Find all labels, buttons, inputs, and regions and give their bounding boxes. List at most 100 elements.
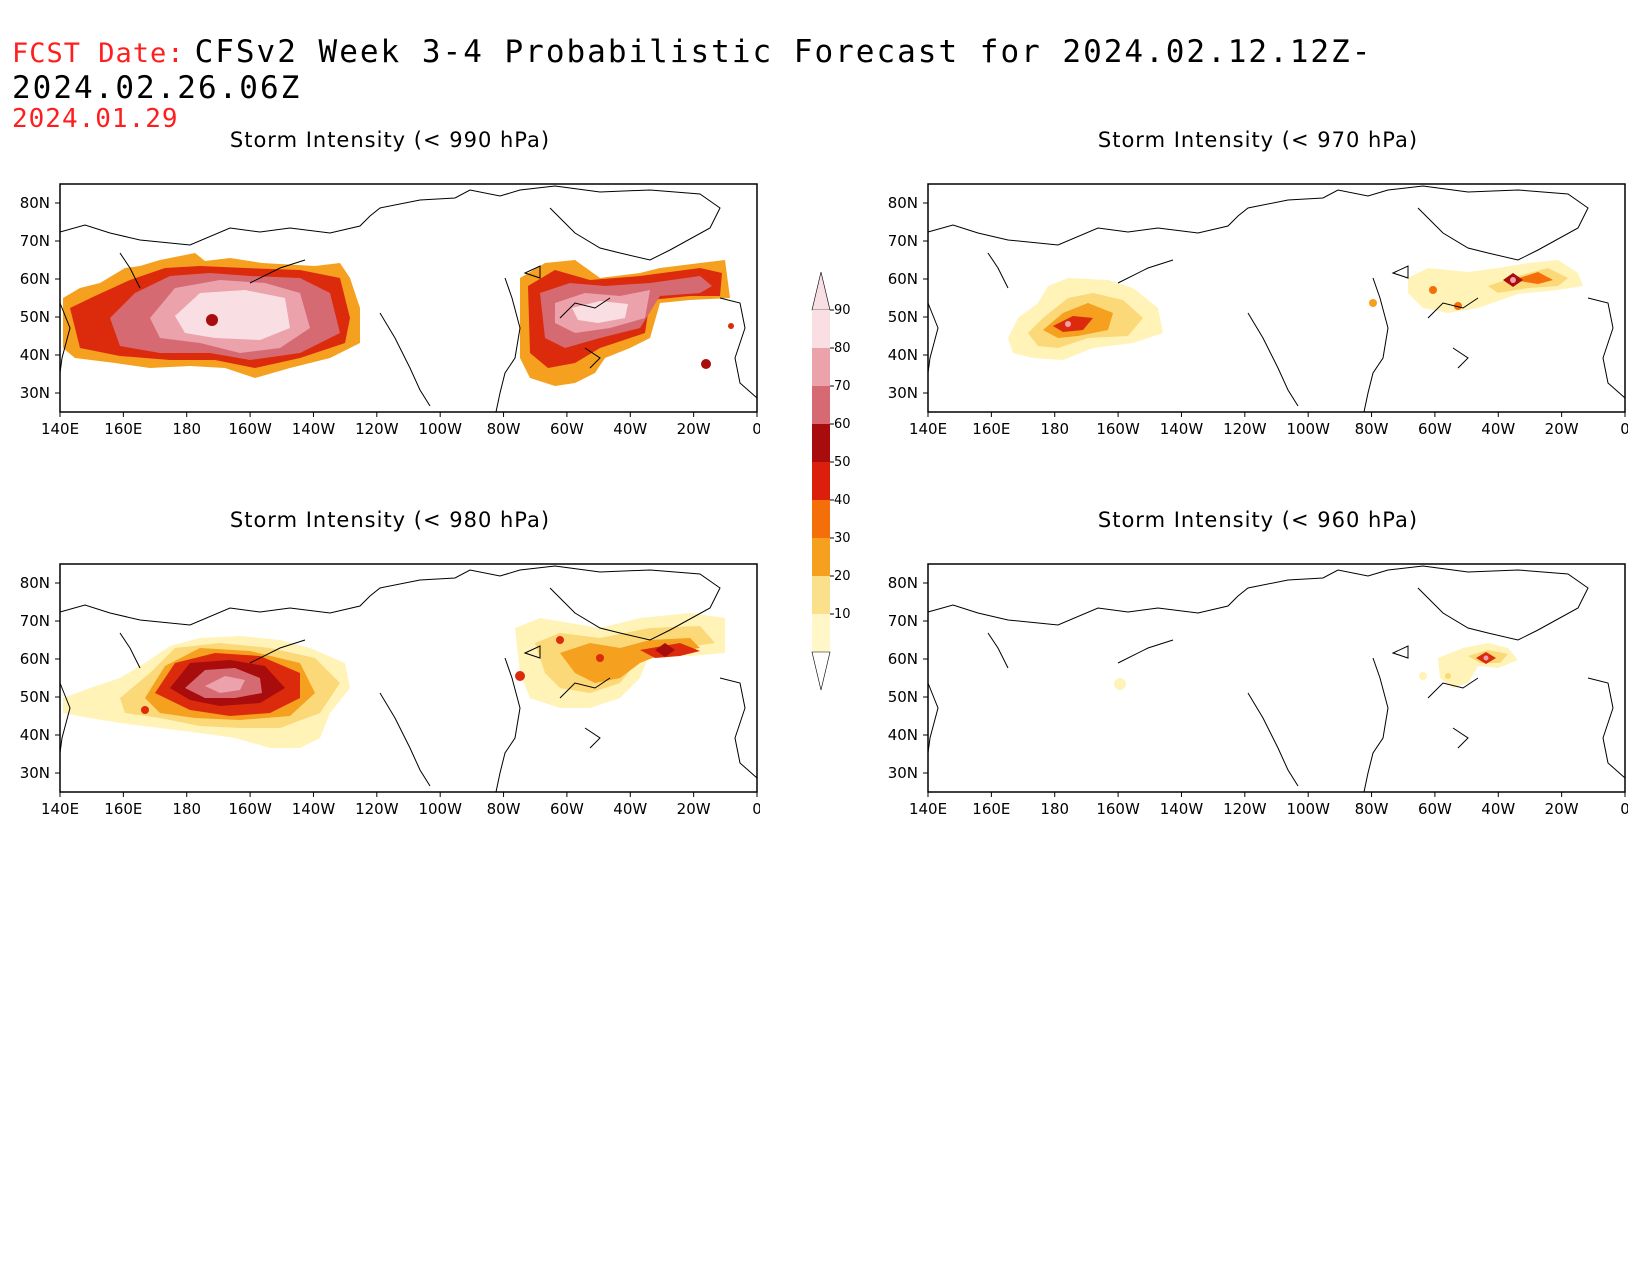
lon-tick-label: 40W	[613, 800, 647, 818]
colorbar-label: 20	[834, 569, 851, 584]
lat-axis-labels: 80N 70N 60N 50N 40N 30N	[888, 574, 928, 782]
lon-tick-label: 180	[172, 420, 201, 438]
panel-990hpa: Storm Intensity (< 990 hPa) 80N 70N 60N 50N…	[0, 128, 760, 438]
colorbar-label: 40	[834, 493, 851, 508]
coastlines	[59, 565, 758, 793]
lat-tick-label: 60N	[888, 650, 918, 668]
lat-tick-label: 80N	[888, 574, 918, 592]
colorbar-swatch	[812, 348, 830, 386]
panel-980hpa: Storm Intensity (< 980 hPa) 80N 70N 60N 50N…	[0, 508, 760, 818]
panel-title: Storm Intensity (< 990 hPa)	[229, 128, 551, 152]
lon-tick-label: 80W	[1355, 420, 1389, 438]
lon-tick-label: 40W	[1481, 800, 1515, 818]
lon-tick-label: 160E	[104, 420, 142, 438]
probability-fill	[63, 613, 725, 748]
lon-tick-label: 60W	[1418, 800, 1452, 818]
lat-axis-labels: 80N 70N 60N 50N 40N 30N	[20, 194, 60, 402]
colorbar-top-arrow	[811, 272, 831, 311]
probability-fill	[1008, 260, 1583, 360]
colorbar-label: 30	[834, 531, 851, 546]
lon-tick-label: 140W	[1160, 800, 1204, 818]
lat-tick-label: 40N	[20, 346, 50, 364]
lon-tick-label: 160W	[228, 420, 272, 438]
lon-tick-label: 120W	[355, 420, 399, 438]
coastlines	[927, 565, 1626, 793]
colorbar-label: 50	[834, 455, 851, 470]
lat-tick-label: 40N	[888, 346, 918, 364]
lon-tick-label: 140W	[292, 800, 336, 818]
lon-tick-label: 160W	[1096, 420, 1140, 438]
lat-axis-labels: 80N 70N 60N 50N 40N 30N	[20, 574, 60, 782]
lat-tick-label: 30N	[888, 764, 918, 782]
lon-axis-labels: 140E 160E 180 160W 140W 120W 100W 80W 60W 40W 20W 0	[909, 792, 1628, 818]
lon-tick-label: 160E	[104, 800, 142, 818]
colorbar-swatch	[812, 614, 830, 652]
lon-tick-label: 0	[1620, 420, 1628, 438]
lat-tick-label: 30N	[20, 764, 50, 782]
colorbar-swatch	[812, 462, 830, 500]
map-980hpa: 80N 70N 60N 50N 40N 30N	[20, 563, 760, 818]
lat-tick-label: 60N	[20, 270, 50, 288]
panel-title: Storm Intensity (< 960 hPa)	[1097, 508, 1419, 532]
lat-axis-labels: 80N 70N 60N 50N 40N 30N	[888, 194, 928, 402]
map-960hpa: 80N 70N 60N 50N 40N 30N 140E 160E 180 160W 140W 12…	[888, 563, 1628, 818]
lon-tick-label: 140W	[292, 420, 336, 438]
colorbar-label: 10	[834, 607, 851, 622]
colorbar-swatch	[812, 500, 830, 538]
colorbar-labels: 90 80 70 60 50 40 30 20 10	[830, 303, 851, 622]
probability-fill	[63, 253, 734, 386]
panel-960hpa: Storm Intensity (< 960 hPa) 80N 70N 60N 50N…	[868, 508, 1628, 818]
lat-tick-label: 70N	[20, 232, 50, 250]
lon-tick-label: 180	[172, 800, 201, 818]
map-frame	[59, 563, 758, 793]
lon-tick-label: 20W	[677, 800, 711, 818]
lon-tick-label: 180	[1040, 420, 1069, 438]
lat-tick-label: 50N	[888, 308, 918, 326]
lon-tick-label: 20W	[1545, 420, 1579, 438]
lat-tick-label: 80N	[20, 194, 50, 212]
colorbar-swatch	[812, 424, 830, 462]
map-970hpa: 80N 70N 60N 50N 40N 30N	[888, 183, 1628, 438]
probability-fill	[1114, 643, 1518, 690]
lat-tick-label: 50N	[20, 688, 50, 706]
lon-tick-label: 140E	[909, 420, 947, 438]
chart-title: CFSv2 Week 3-4 Probabilistic Forecast fo…	[12, 34, 1373, 106]
lon-tick-label: 100W	[1286, 800, 1330, 818]
lon-tick-label: 140E	[41, 420, 79, 438]
lon-tick-label: 0	[1620, 800, 1628, 818]
colorbar-swatch	[812, 538, 830, 576]
map-background	[928, 184, 1625, 412]
lon-tick-label: 80W	[487, 420, 521, 438]
lon-tick-label: 100W	[418, 420, 462, 438]
lon-tick-label: 120W	[1223, 420, 1267, 438]
lat-tick-label: 80N	[888, 194, 918, 212]
lat-tick-label: 50N	[888, 688, 918, 706]
map-background	[928, 564, 1625, 792]
map-frame	[59, 183, 758, 413]
lat-tick-label: 60N	[20, 650, 50, 668]
lat-tick-label: 30N	[20, 384, 50, 402]
colorbar-legend: 90 80 70 60 50 40 30 20 10	[811, 272, 851, 691]
colorbar-label: 90	[834, 303, 851, 318]
lon-tick-label: 160W	[1096, 800, 1140, 818]
chart-header: FCST Date: CFSv2 Week 3-4 Probabilistic F…	[12, 34, 1650, 134]
colorbar-label: 80	[834, 341, 851, 356]
lat-tick-label: 70N	[888, 232, 918, 250]
lat-tick-label: 40N	[20, 726, 50, 744]
colorbar-swatch	[812, 576, 830, 614]
fcst-date-value: 2024.01.29	[12, 104, 179, 134]
lon-tick-label: 60W	[550, 420, 584, 438]
colorbar-label: 60	[834, 417, 851, 432]
map-990hpa: 80N 70N 60N 50N 40N 30N	[20, 183, 760, 438]
panel-title: Storm Intensity (< 980 hPa)	[229, 508, 551, 532]
lon-axis-labels: 140E 160E 180 160W 140W 120W 100W 80W 60W 40W 20W 0	[41, 792, 760, 818]
panel-970hpa: Storm Intensity (< 970 hPa) 80N 70N 60N 50N…	[868, 128, 1628, 438]
colorbar-bottom-arrow	[811, 651, 831, 691]
lon-tick-label: 60W	[550, 800, 584, 818]
lon-tick-label: 40W	[613, 420, 647, 438]
lon-tick-label: 0	[752, 420, 760, 438]
lat-tick-label: 30N	[888, 384, 918, 402]
lat-tick-label: 70N	[888, 612, 918, 630]
lat-tick-label: 60N	[888, 270, 918, 288]
lon-tick-label: 60W	[1418, 420, 1452, 438]
